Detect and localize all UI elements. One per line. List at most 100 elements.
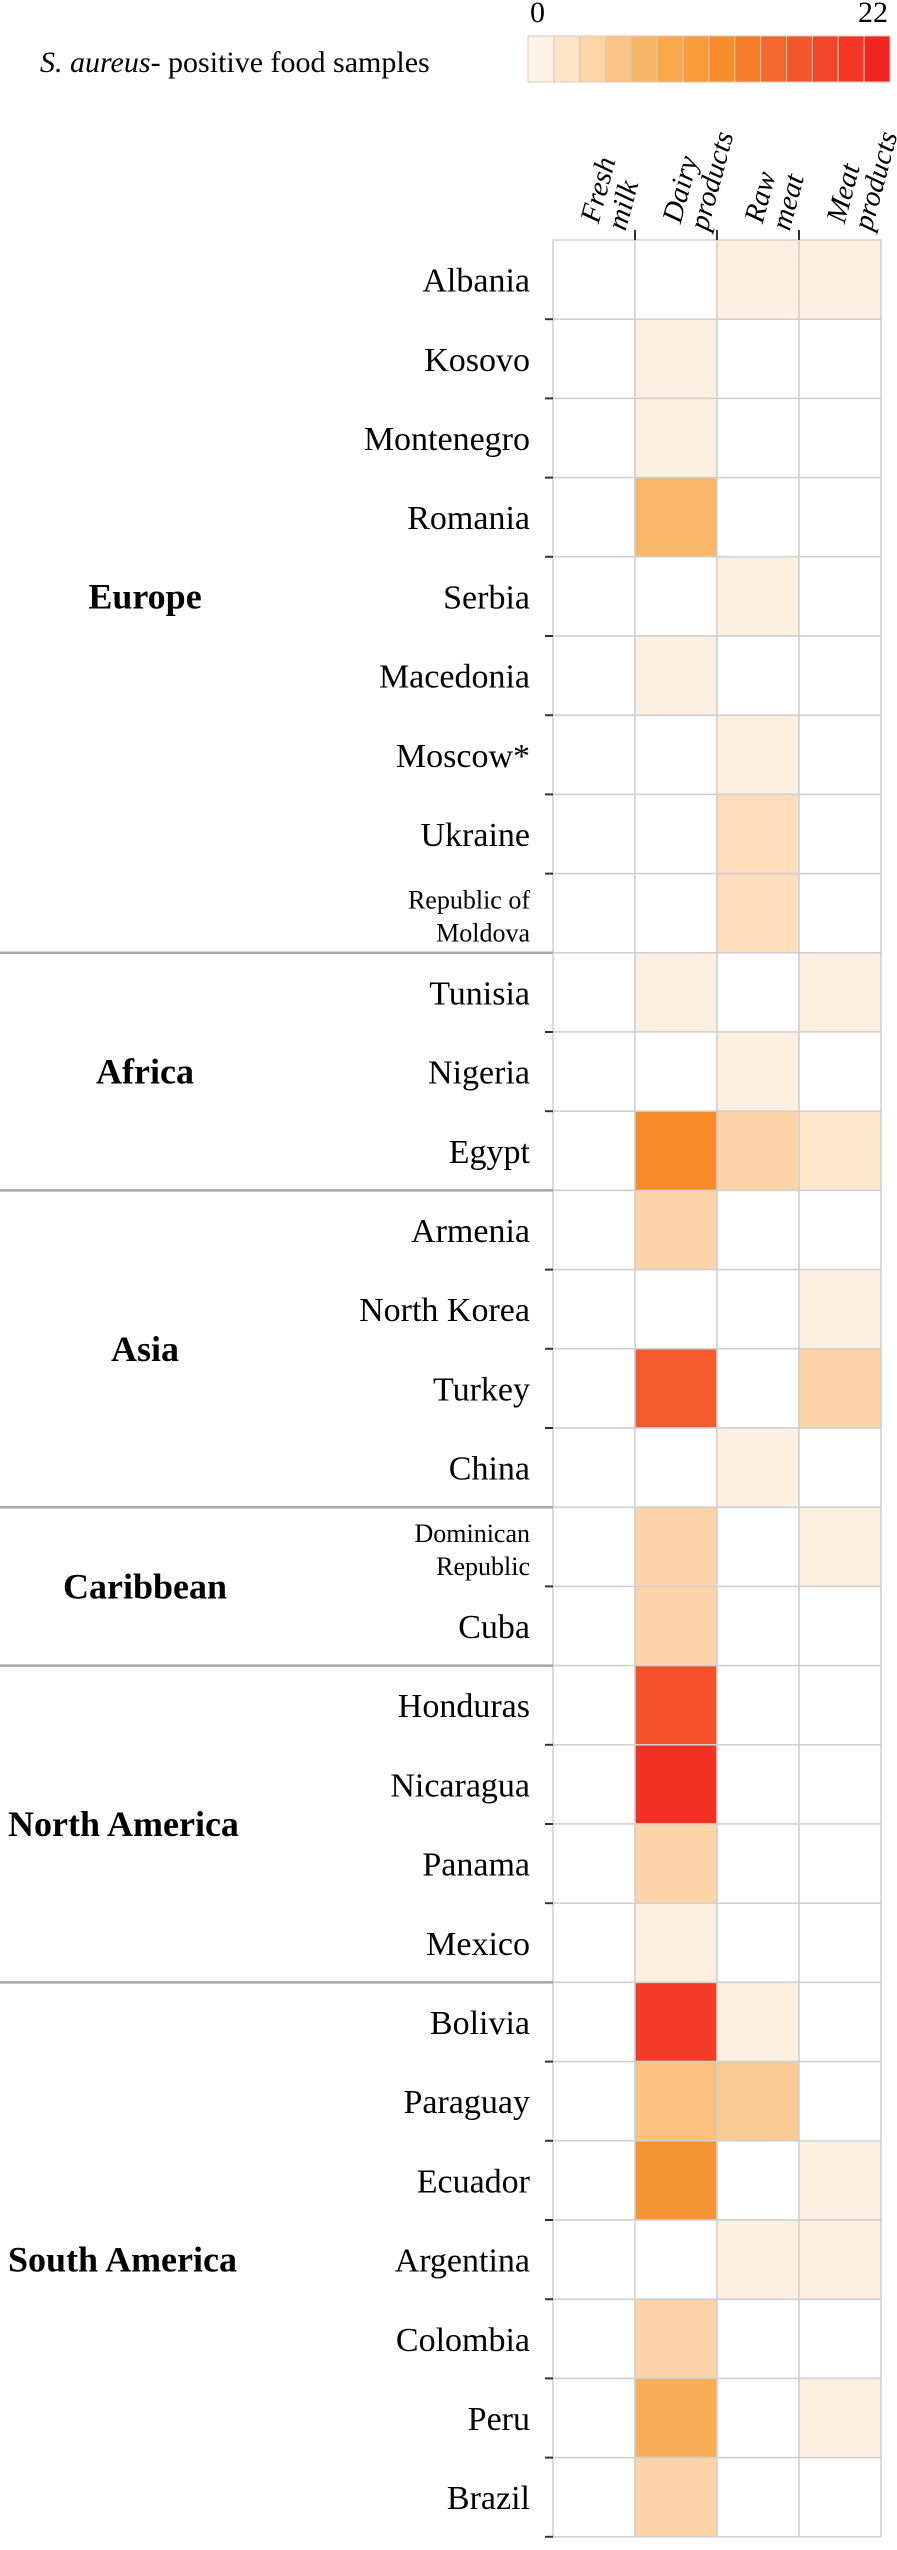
legend-swatch (837, 35, 865, 83)
heatmap-cell (552, 1268, 636, 1350)
legend-title-species: S. aureus (40, 46, 151, 79)
heatmap-cell (634, 2060, 718, 2142)
heatmap-cell (716, 1902, 800, 1984)
heatmap-cell (552, 1427, 636, 1508)
legend-swatch (863, 35, 891, 83)
row-label: Montenegro (364, 421, 530, 458)
legend-title: S. aureus- positive food samples (40, 46, 430, 79)
heatmap-cell (634, 1110, 718, 1192)
heatmap-cell (716, 1031, 800, 1112)
heatmap-cell (552, 1110, 636, 1192)
heatmap-cell (552, 476, 636, 558)
legend-swatch (708, 35, 736, 83)
region-label: Europe (88, 576, 201, 616)
region-label: South America (8, 2240, 237, 2280)
legend-max-label: 22 (858, 0, 888, 29)
heatmap-cell (552, 2219, 636, 2300)
heatmap-cell (798, 1585, 882, 1667)
row-label: Argentina (395, 2243, 530, 2280)
heatmap-cell (716, 1744, 800, 1825)
heatmap-cell (798, 476, 882, 558)
legend-swatch (527, 35, 555, 83)
heatmap-cell (634, 318, 718, 400)
row-label: North Korea (359, 1292, 530, 1329)
legend-swatch (786, 35, 813, 83)
heatmap-cell (798, 793, 882, 875)
heatmap-cell (552, 2456, 636, 2538)
row-label: Nigeria (428, 1055, 530, 1092)
row-label-line2: Republic (436, 1552, 530, 1581)
heatmap-cell (552, 1585, 636, 1667)
heatmap-cell (552, 1348, 636, 1429)
heatmap-cell (716, 2377, 800, 2459)
heatmap-cell (798, 1031, 882, 1112)
heatmap-cell (634, 952, 718, 1033)
heatmap-cell (798, 1902, 882, 1984)
heatmap-cell (798, 1189, 882, 1271)
heatmap-cell (798, 239, 882, 320)
heatmap-cell (798, 1744, 882, 1825)
heatmap-cell (798, 1981, 882, 2063)
heatmap-cell (716, 1268, 800, 1350)
heatmap-cell (798, 2140, 882, 2221)
heatmap-cell (552, 714, 636, 796)
heatmap-cell (634, 793, 718, 875)
row-label: Turkey (433, 1371, 530, 1408)
heatmap-cell (716, 1427, 800, 1508)
region-label: Africa (96, 1052, 194, 1092)
heatmap-cell (798, 635, 882, 716)
heatmap-cell (552, 2298, 636, 2380)
heatmap-cell (634, 1823, 718, 1904)
row-label: Republic of (408, 886, 530, 915)
heatmap-cell (798, 872, 882, 954)
heatmap-cell (552, 793, 636, 875)
heatmap-cell (552, 1031, 636, 1112)
row-label: Macedonia (379, 659, 530, 696)
row-label: Colombia (396, 2322, 530, 2359)
heatmap-cell (716, 714, 800, 796)
region-label: Caribbean (63, 1566, 227, 1606)
heatmap-cell (634, 714, 718, 796)
row-label: Mexico (426, 1926, 530, 1963)
heatmap-cell (798, 397, 882, 479)
heatmap-cell (634, 872, 718, 954)
row-label: Nicaragua (390, 1767, 530, 1804)
region-label: North America (8, 1804, 239, 1844)
legend-swatch (656, 35, 684, 83)
heatmap-cell (552, 1506, 636, 1588)
legend-swatch (630, 35, 658, 83)
heatmap-cell (716, 1585, 800, 1667)
region-label: Asia (111, 1329, 179, 1369)
heatmap-cell (716, 1506, 800, 1588)
heatmap-cell (634, 556, 718, 637)
heatmap-cell (716, 318, 800, 400)
heatmap-cell (634, 1664, 718, 1746)
row-label: Tunisia (429, 975, 530, 1012)
heatmap-cell (634, 476, 718, 558)
heatmap-cell (552, 1744, 636, 1825)
heatmap-cell (552, 1981, 636, 2063)
heatmap-cell (798, 2377, 882, 2459)
heatmap-cell (716, 872, 800, 954)
legend-min-label: 0 (530, 0, 545, 29)
legend-swatch (811, 35, 839, 83)
heatmap-cell (634, 1744, 718, 1825)
heatmap-cell (634, 1268, 718, 1350)
heatmap-cell (552, 556, 636, 637)
heatmap-cell (716, 793, 800, 875)
row-label: Peru (468, 2401, 530, 2438)
heatmap-cell (716, 2140, 800, 2221)
heatmap-cell (552, 318, 636, 400)
heatmap-cell (634, 2377, 718, 2459)
heatmap-cell (716, 1110, 800, 1192)
heatmap-cell (798, 714, 882, 796)
heatmap-cell (552, 1664, 636, 1746)
heatmap-cell (634, 397, 718, 479)
heatmap-cell (634, 1348, 718, 1429)
heatmap-cell (634, 2298, 718, 2380)
heatmap-cell (634, 2456, 718, 2538)
heatmap-cell (716, 2060, 800, 2142)
heatmap-cell (552, 1189, 636, 1271)
